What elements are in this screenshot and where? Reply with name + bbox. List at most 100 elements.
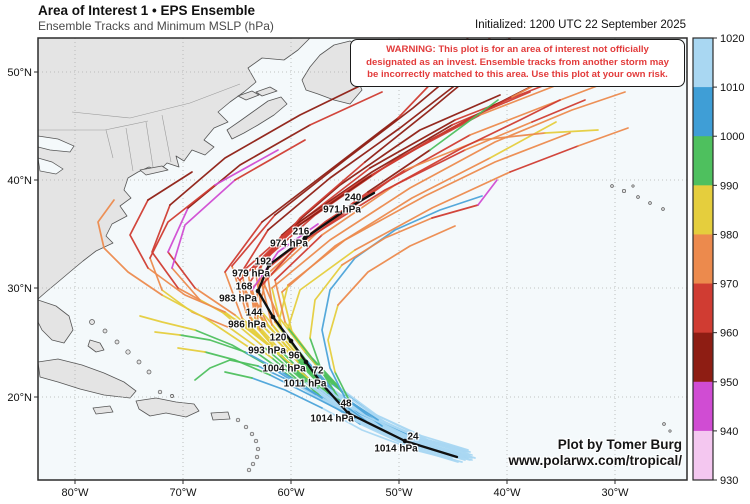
ensemble-track: [161, 294, 251, 349]
lake: [38, 157, 64, 175]
land-jamaica: [92, 405, 114, 415]
ensemble-track: [305, 359, 335, 391]
ensemble-track: [139, 315, 196, 331]
state-border: [125, 127, 134, 172]
island: [648, 201, 652, 205]
attribution-url: www.polarwx.com/tropical/: [508, 453, 682, 468]
ensemble-track: [327, 304, 339, 373]
island: [253, 438, 259, 444]
attribution-author: Plot by Tomer Burg: [557, 437, 682, 452]
colorbar-outline: [692, 37, 714, 481]
ensemble-track: [257, 365, 293, 383]
land-hispaniola: [135, 397, 200, 418]
colorbar-segment: [693, 430, 713, 481]
ensemble-track: [234, 314, 276, 351]
ensemble-track: [349, 401, 383, 427]
ensemble-track: [229, 327, 273, 359]
ensemble-track: [169, 79, 373, 206]
ensemble-track: [287, 249, 356, 329]
island: [146, 369, 152, 375]
ensemble-track: [577, 127, 629, 147]
y-axis-tick-label: 30°N: [7, 283, 32, 295]
mean-track: [256, 191, 459, 459]
ensemble-track: [269, 374, 356, 419]
ensemble-track: [244, 351, 323, 399]
ensemble-track: [324, 387, 459, 451]
ensemble-track: [429, 99, 499, 151]
land-nova-scotia: [226, 96, 288, 140]
ensemble-track: [334, 371, 351, 403]
ensemble-track: [321, 407, 463, 463]
land-cuba: [38, 358, 137, 399]
ensemble-track: [367, 149, 431, 193]
ensemble-track: [277, 284, 289, 326]
ensemble-track: [147, 267, 226, 313]
x-axis-tick-label: 30°W: [601, 487, 629, 499]
page-title: Area of Interest 1 • EPS Ensemble: [38, 3, 256, 18]
ensemble-track: [214, 149, 279, 186]
land-anticosti-island: [255, 86, 278, 97]
ensemble-track: [394, 99, 561, 186]
ensemble-track: [147, 171, 193, 201]
ensemble-track: [257, 314, 293, 353]
ensemble-track: [204, 351, 271, 376]
ensemble-track: [274, 65, 464, 216]
map-inner: [38, 38, 687, 480]
island: [631, 184, 635, 188]
island: [250, 461, 256, 467]
island: [249, 431, 255, 437]
y-axis-tick-label: 50°N: [7, 67, 32, 79]
colorbar-segment: [693, 381, 713, 432]
ensemble-track: [97, 199, 163, 296]
ensemble-track: [531, 99, 586, 123]
island: [668, 429, 672, 433]
colorbar-tick-label: 1010: [720, 82, 744, 94]
state-border: [71, 83, 241, 119]
ensemble-track: [237, 229, 269, 279]
state-border: [38, 120, 149, 131]
colorbar-tick-label: 1000: [720, 131, 744, 143]
mean-track-node: [266, 262, 272, 268]
y-axis-tick-label: 40°N: [7, 175, 32, 187]
colorbar-tick-label: 990: [720, 180, 738, 192]
ensemble-track: [231, 265, 247, 313]
ensemble-track: [309, 337, 341, 401]
colorbar-segment: [693, 185, 713, 235]
colorbar-tick-label: 960: [720, 328, 738, 340]
ensemble-track: [224, 221, 263, 273]
mean-track-node: [402, 438, 408, 444]
ensemble-track: [224, 371, 253, 379]
mean-track-node: [347, 204, 353, 210]
ensemble-track: [247, 271, 256, 319]
warning-line-1: WARNING: This plot is for an area of int…: [386, 43, 649, 55]
island: [125, 349, 131, 355]
colorbar-segment: [693, 136, 713, 186]
ensemble-track: [241, 224, 296, 273]
ensemble-track: [271, 91, 626, 289]
x-axis-tick-label: 60°W: [277, 487, 305, 499]
mean-track-node: [303, 359, 309, 365]
colorbar-tick-label: 930: [720, 475, 738, 487]
initialization-timestamp: Initialized: 1200 UTC 22 September 2025: [475, 19, 686, 31]
island: [621, 188, 627, 194]
ensemble-track: [224, 271, 243, 319]
island: [610, 184, 614, 188]
ensemble-track: [309, 264, 343, 339]
ensemble-track: [177, 347, 206, 353]
ensemble-track: [151, 204, 179, 289]
ensemble-track: [271, 324, 301, 359]
land-andros-island: [87, 339, 105, 353]
ensemble-track: [297, 361, 329, 394]
ensemble-track: [371, 96, 513, 176]
ensemble-track: [369, 119, 456, 169]
state-border: [105, 129, 114, 159]
colorbar-segment: [693, 87, 713, 137]
x-axis-tick-label: 70°W: [169, 487, 197, 499]
island: [255, 446, 261, 452]
ensemble-track: [271, 287, 283, 331]
warning-line-2: designated as an invest. Ensemble tracks…: [366, 56, 669, 68]
lake: [38, 135, 75, 153]
island: [170, 394, 174, 398]
